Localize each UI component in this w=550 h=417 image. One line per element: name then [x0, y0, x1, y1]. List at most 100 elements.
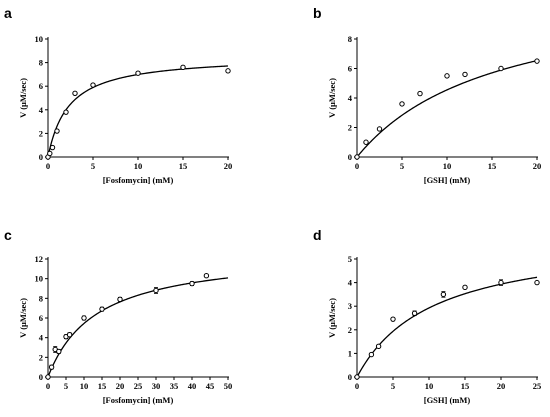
- data-point: [390, 316, 396, 322]
- x-axis-title: [Fosfomycin] (mM): [103, 175, 174, 185]
- data-point: [47, 150, 53, 157]
- x-tick-label: 0: [355, 381, 359, 391]
- x-tick-label: 40: [188, 381, 197, 391]
- data-point: [376, 126, 383, 132]
- y-tick-label: 2: [39, 352, 43, 362]
- data-point: [45, 374, 51, 380]
- x-tick-label: 15: [488, 161, 497, 171]
- x-tick-label: 0: [46, 161, 50, 171]
- x-axis-title: [Fosfomycin] (mM): [103, 395, 174, 405]
- data-point: [48, 364, 55, 370]
- y-axis-title: V (μM/sec): [327, 78, 337, 118]
- y-tick-label: 4: [348, 278, 353, 288]
- data-point: [462, 284, 468, 291]
- x-axis-title: [GSH] (mM): [424, 395, 471, 405]
- y-tick-label: 8: [348, 34, 352, 44]
- x-tick-label: 0: [46, 381, 50, 391]
- x-tick-label: 25: [134, 381, 143, 391]
- chart-panel-a: a 0 5 10 15 20 0 2 4 6 8 10 [Fosfomycin] (mM) V (μM/s…: [4, 5, 232, 185]
- y-tick-label: 4: [39, 105, 44, 115]
- data-point: [225, 68, 231, 74]
- x-tick-label: 5: [391, 381, 395, 391]
- y-tick-label: 6: [348, 64, 352, 74]
- x-tick-label: 35: [170, 381, 179, 391]
- data-point: [354, 374, 360, 380]
- y-axis-title: V (μM/sec): [18, 78, 28, 118]
- x-axis-title: [GSH] (mM): [424, 175, 471, 185]
- data-point: [81, 315, 87, 321]
- data-point: [534, 58, 540, 64]
- y-tick-label: 0: [39, 152, 43, 162]
- x-tick-label: 20: [533, 161, 542, 171]
- y-axis-title: V (μM/sec): [18, 298, 28, 338]
- data-point: [56, 348, 62, 355]
- data-point: [203, 273, 210, 279]
- data-point: [72, 90, 78, 96]
- x-tick-label: 5: [64, 381, 68, 391]
- data-point: [440, 291, 447, 298]
- data-point: [375, 343, 382, 350]
- x-tick-label: 30: [152, 381, 161, 391]
- x-tick-label: 20: [497, 381, 506, 391]
- x-tick-label: 50: [224, 381, 233, 391]
- chart-panel-c: c 0 5 10 15 20 25 30 35 40 45 50 0 2 4 6 8 10 12 [Fosfomyci…: [4, 227, 232, 405]
- y-tick-label: 4: [348, 93, 353, 103]
- y-tick-label: 8: [39, 293, 43, 303]
- y-tick-label: 10: [35, 274, 44, 284]
- y-tick-label: 0: [39, 372, 43, 382]
- data-point: [534, 279, 540, 286]
- y-tick-label: 1: [348, 348, 352, 358]
- panel-letter: b: [313, 5, 322, 21]
- data-point: [399, 101, 405, 107]
- y-tick-label: 10: [35, 34, 44, 44]
- data-point: [498, 65, 504, 72]
- y-tick-label: 3: [348, 301, 352, 311]
- y-tick-label: 6: [39, 81, 43, 91]
- data-point: [63, 109, 69, 115]
- data-point: [135, 70, 141, 76]
- data-point: [411, 310, 418, 316]
- y-tick-label: 2: [39, 128, 43, 138]
- panel-letter: a: [4, 5, 12, 21]
- x-tick-label: 25: [533, 381, 542, 391]
- fit-curve: [356, 276, 538, 378]
- data-point: [354, 154, 360, 160]
- y-tick-label: 2: [348, 123, 352, 133]
- x-tick-label: 15: [98, 381, 107, 391]
- panel-letter: c: [4, 227, 12, 243]
- fit-curve: [356, 59, 538, 158]
- fit-curve: [47, 65, 229, 158]
- data-point: [363, 139, 369, 145]
- data-point: [54, 128, 60, 134]
- x-tick-label: 45: [206, 381, 215, 391]
- y-tick-label: 6: [39, 313, 43, 323]
- y-tick-label: 12: [35, 254, 44, 264]
- data-point: [66, 332, 73, 338]
- fit-curve: [47, 277, 229, 378]
- x-tick-label: 10: [80, 381, 89, 391]
- data-point: [462, 71, 468, 78]
- data-point: [417, 90, 423, 97]
- x-tick-label: 20: [116, 381, 125, 391]
- y-tick-label: 0: [348, 372, 352, 382]
- x-tick-label: 0: [355, 161, 359, 171]
- y-tick-label: 4: [39, 333, 44, 343]
- data-point: [99, 306, 105, 312]
- y-tick-label: 5: [348, 254, 352, 264]
- x-tick-label: 5: [400, 161, 404, 171]
- x-tick-label: 5: [91, 161, 95, 171]
- data-point: [153, 287, 159, 294]
- y-axis-title: V (μM/sec): [327, 298, 337, 338]
- x-tick-label: 10: [425, 381, 434, 391]
- data-point: [117, 296, 123, 303]
- x-tick-label: 10: [443, 161, 452, 171]
- y-tick-label: 2: [348, 325, 352, 335]
- chart-panel-b: b 0 5 10 15 20 0 2 4 6 8 [GSH] (mM) V (μM/sec): [313, 5, 541, 185]
- x-tick-label: 20: [224, 161, 233, 171]
- panel-letter: d: [313, 227, 322, 243]
- x-tick-label: 15: [179, 161, 188, 171]
- x-tick-label: 15: [461, 381, 470, 391]
- data-point: [498, 279, 504, 286]
- data-point: [444, 73, 450, 79]
